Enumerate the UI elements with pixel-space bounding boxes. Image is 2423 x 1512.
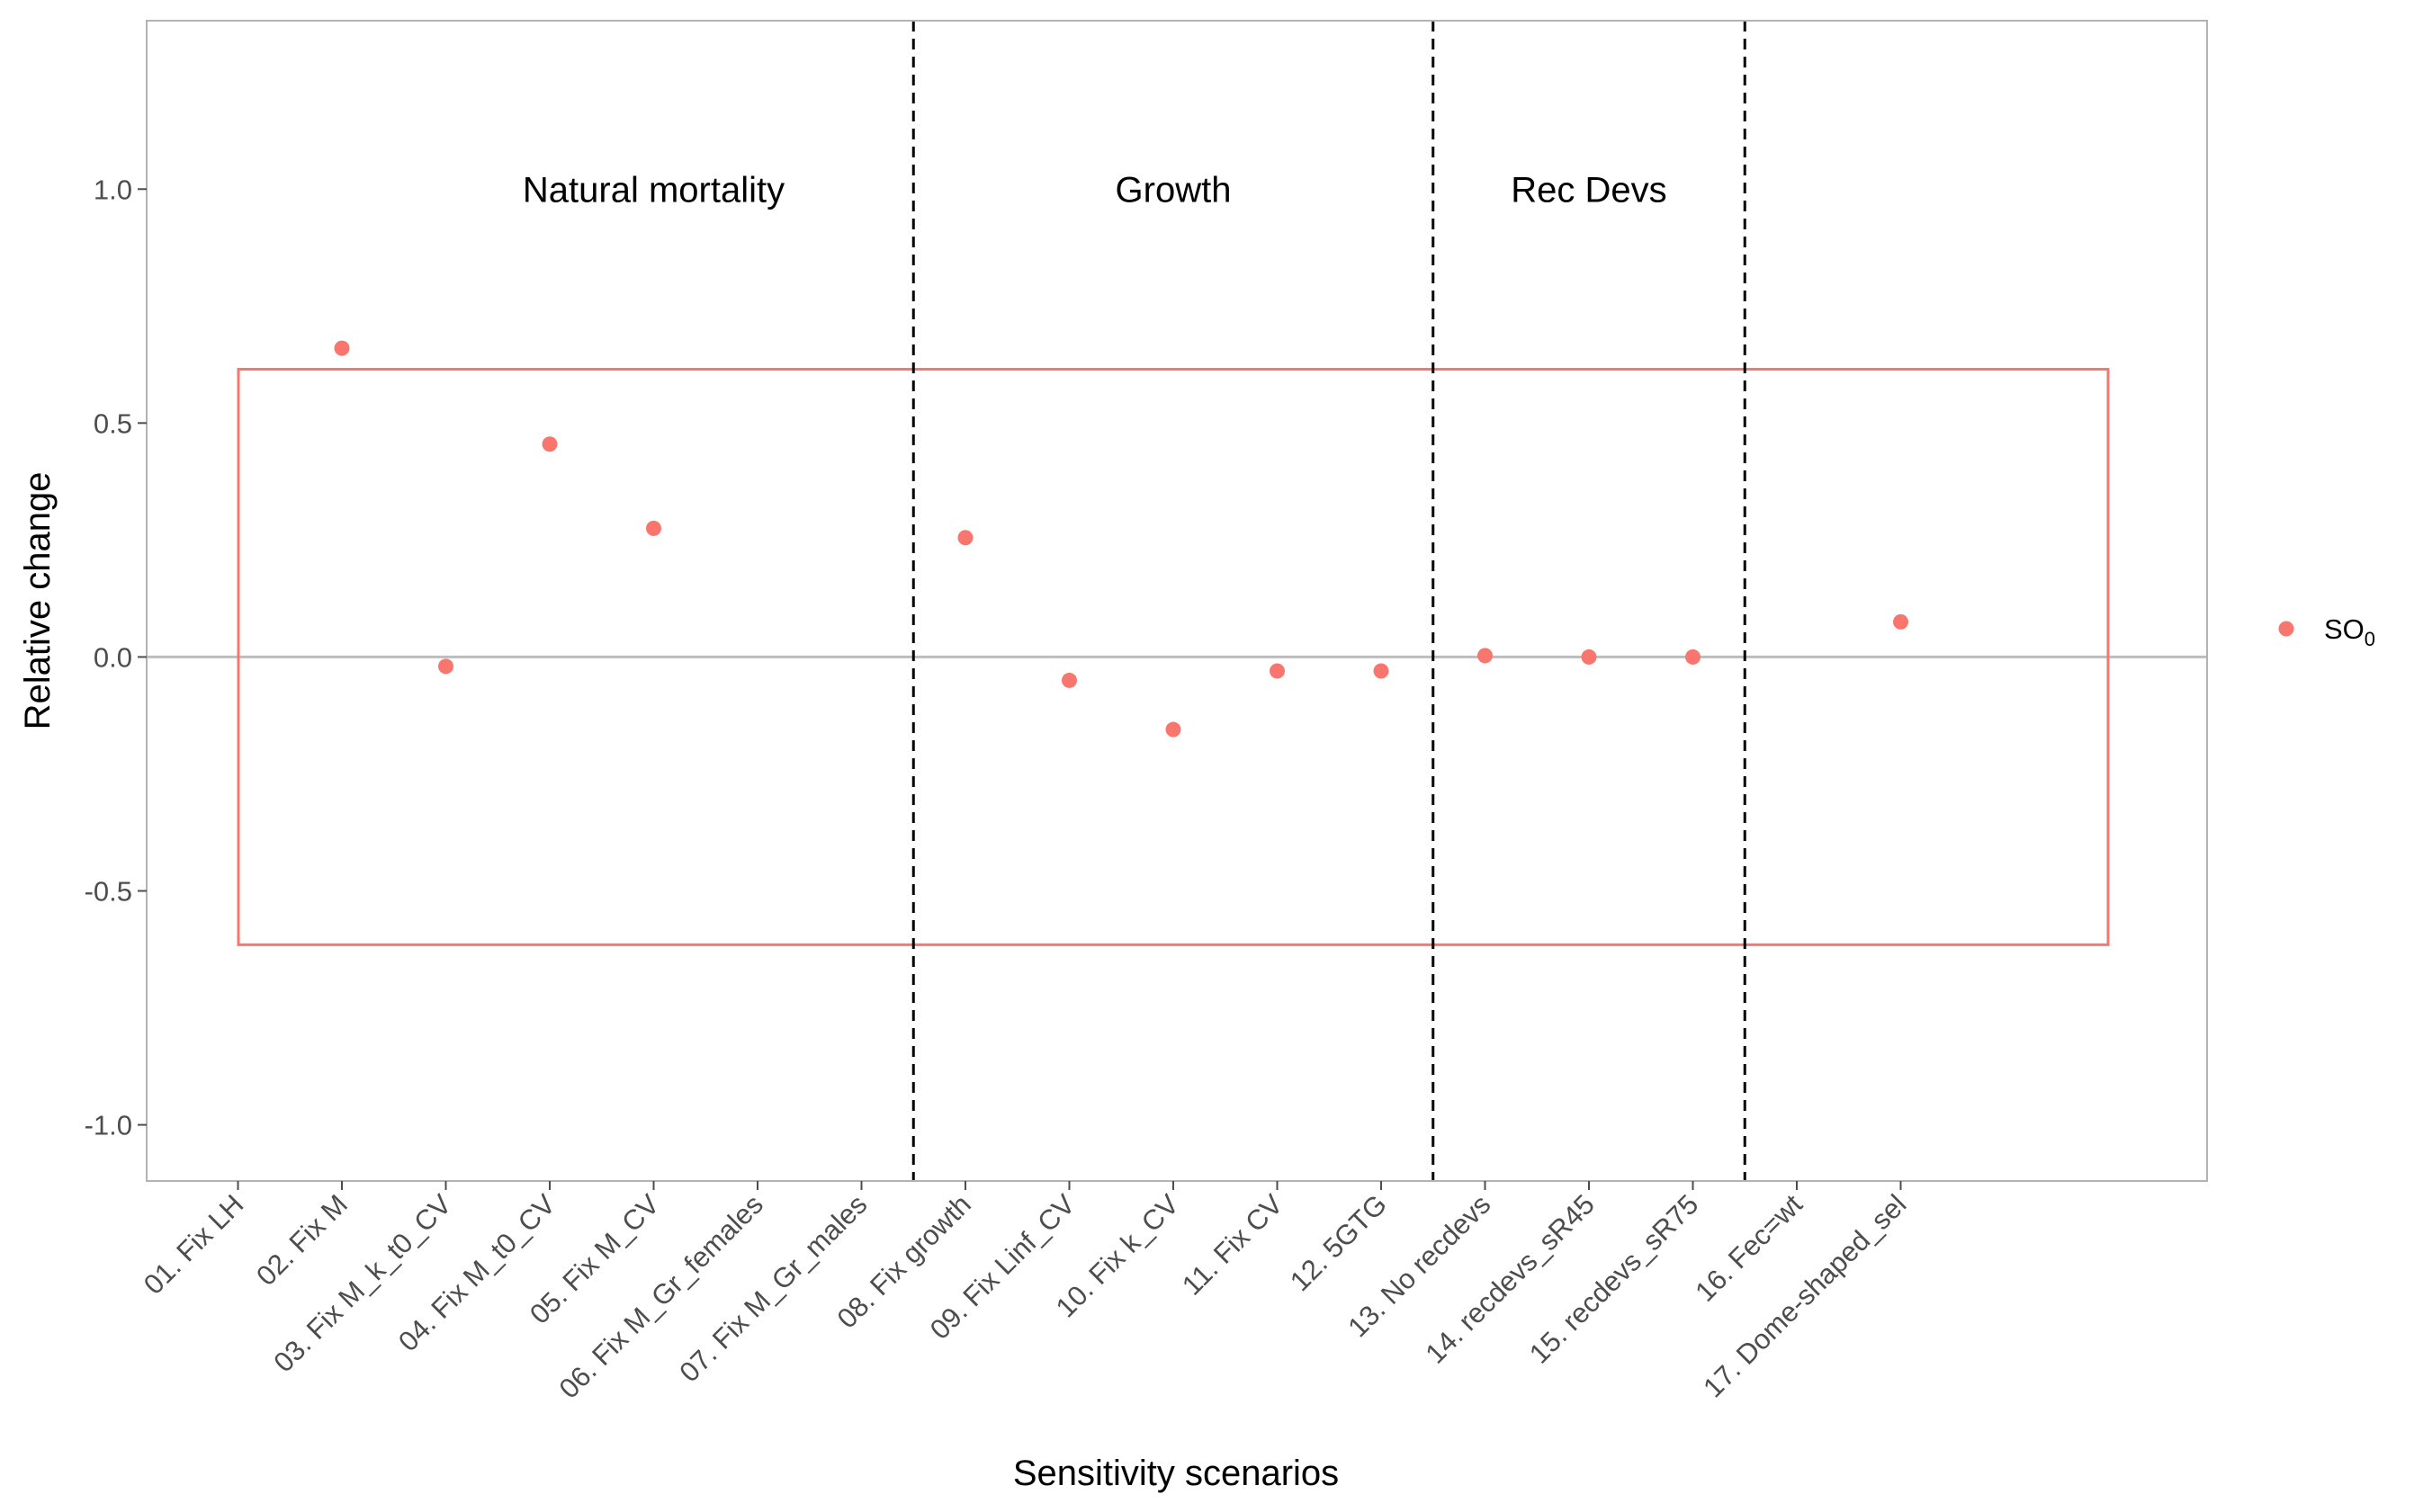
data-point [542, 436, 558, 452]
data-point [1165, 721, 1181, 738]
plot-area: Natural mortality Growth Rec Devs [146, 20, 2208, 1182]
x-axis-title: Sensitivity scenarios [1013, 1454, 1339, 1493]
data-point [1581, 649, 1597, 665]
group-label: Rec Devs [1511, 170, 1666, 210]
y-tick-label: 1.0 [94, 174, 132, 205]
y-tick-label: -0.5 [85, 876, 132, 908]
y-tick-label: -1.0 [85, 1110, 132, 1141]
y-tick-label: 0.5 [94, 407, 132, 439]
data-point [1062, 672, 1077, 688]
range-box [237, 368, 2110, 946]
data-point [438, 658, 453, 675]
panel-border [146, 20, 2208, 1182]
legend: SO0 [2278, 613, 2375, 650]
group-label: Natural mortality [523, 170, 785, 210]
data-point [1270, 663, 1285, 679]
legend-label: SO0 [2324, 613, 2375, 650]
data-point [646, 520, 661, 536]
data-point [334, 340, 350, 356]
y-axis-title: Relative change [18, 472, 58, 730]
y-tick-label: 0.0 [94, 641, 132, 673]
group-label: Growth [1116, 170, 1232, 210]
y-axis: 1.0 0.5 0.0 -0.5 -1.0 [85, 174, 147, 1141]
data-point [1685, 649, 1701, 665]
data-point [1373, 663, 1389, 679]
data-point [1477, 648, 1493, 664]
data-point [1893, 613, 1908, 630]
data-point [957, 530, 974, 546]
legend-key [2278, 621, 2294, 637]
